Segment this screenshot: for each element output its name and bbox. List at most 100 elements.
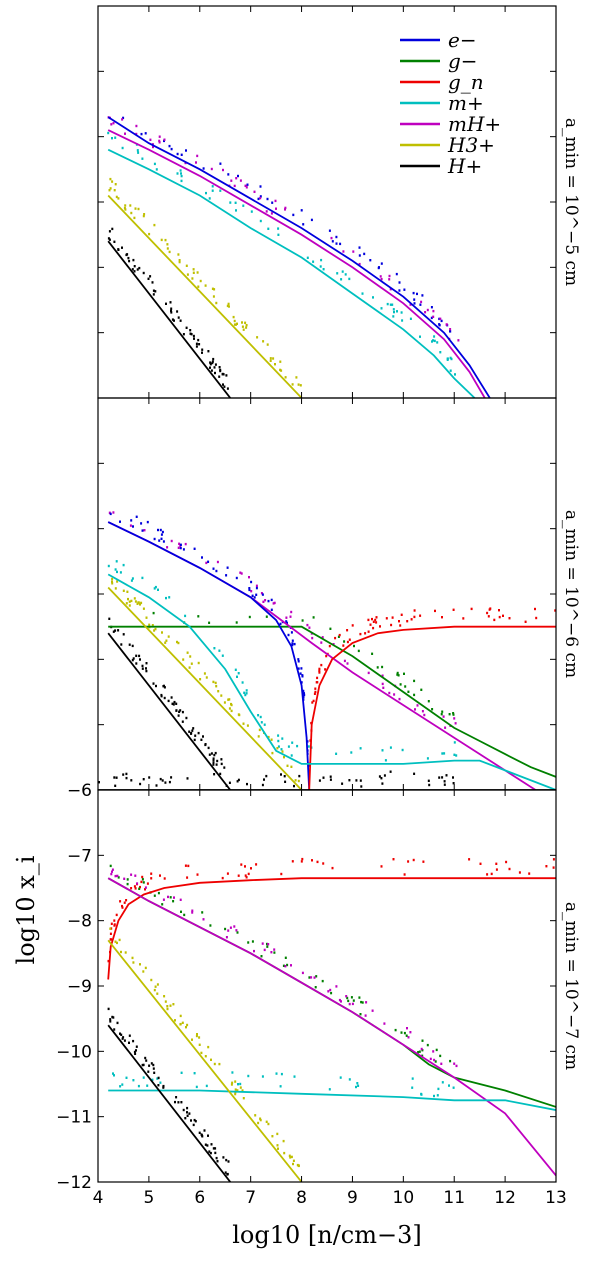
series-line-gn xyxy=(308,625,556,790)
scatter-point-h3 xyxy=(286,764,289,767)
scatter-point-hp xyxy=(215,763,218,766)
scatter-point-h3 xyxy=(204,284,207,287)
scatter-point-gm xyxy=(152,611,155,615)
scatter-point-hp xyxy=(131,658,134,662)
scatter-point-gn xyxy=(119,900,122,903)
scatter-point-mp xyxy=(455,754,458,757)
scatter-point-hp xyxy=(147,277,150,280)
scatter-point-gn xyxy=(367,618,370,622)
scatter-point-hp xyxy=(186,1111,188,1114)
scatter-point-h3 xyxy=(148,232,151,236)
scatter-point-hp xyxy=(213,773,216,776)
scatter-point-mp xyxy=(115,560,118,563)
series-line-h3 xyxy=(107,194,303,398)
scatter-point-gm xyxy=(420,688,423,691)
scatter-point-gm xyxy=(197,615,200,618)
scatter-point-e xyxy=(207,560,210,563)
scatter-point-gn xyxy=(495,868,498,871)
scatter-point-mh xyxy=(112,122,115,125)
scatter-point-h3 xyxy=(283,1151,286,1155)
scatter-point-mh xyxy=(274,199,277,203)
scatter-point-gm xyxy=(394,1028,397,1032)
scatter-point-h3 xyxy=(108,189,111,192)
scatter-point-mh xyxy=(196,154,199,158)
scatter-point-mp xyxy=(107,564,110,568)
scatter-point-hp xyxy=(168,780,171,784)
scatter-point-e xyxy=(170,147,173,151)
scatter-point-mp xyxy=(151,1078,154,1081)
scatter-point-gm xyxy=(413,679,416,683)
scatter-point-mp xyxy=(130,579,133,582)
scatter-point-hp xyxy=(191,729,194,732)
scatter-point-hp xyxy=(180,1101,183,1104)
scatter-point-e xyxy=(380,262,383,265)
series-lines-panel-1 xyxy=(107,116,491,398)
scatter-point-gn xyxy=(400,613,403,616)
scatter-point-h3 xyxy=(186,651,189,654)
scatter-point-hp xyxy=(145,669,148,673)
scatter-point-mp xyxy=(355,1085,357,1089)
scatter-point-gn xyxy=(141,875,144,879)
scatter-point-h3 xyxy=(154,627,157,631)
scatter-point-e xyxy=(153,537,156,541)
scatter-point-mh xyxy=(275,207,277,210)
scatter-point-e xyxy=(212,567,215,570)
scatter-point-h3 xyxy=(140,601,143,605)
scatter-point-e xyxy=(413,298,416,301)
scatter-point-gm xyxy=(314,986,317,989)
scatter-point-gm xyxy=(418,1050,421,1053)
scatter-point-mh xyxy=(416,704,419,707)
series-line-mp xyxy=(107,148,476,398)
scatter-point-hp xyxy=(189,332,192,335)
scatter-point-mh xyxy=(250,590,253,593)
scatter-point-mh xyxy=(210,167,213,171)
scatter-point-mh xyxy=(179,898,182,901)
scatter-point-hp xyxy=(114,629,117,632)
scatter-point-h3 xyxy=(151,624,154,627)
scatter-point-e xyxy=(130,519,133,522)
scatter-point-mp xyxy=(396,310,398,313)
scatter-point-e xyxy=(286,621,288,625)
scatter-point-gm xyxy=(434,1060,437,1063)
scatter-point-hp xyxy=(152,682,155,685)
scatter-point-gn xyxy=(346,629,349,632)
scatter-point-mh xyxy=(423,713,426,717)
scatter-point-mp xyxy=(231,1071,234,1074)
scatter-point-h3 xyxy=(257,1121,260,1125)
scatter-point-hp xyxy=(171,318,174,321)
scatter-point-e xyxy=(226,566,229,569)
scatter-point-gn xyxy=(524,620,527,623)
scatter-point-mh xyxy=(457,339,460,342)
scatter-point-h3 xyxy=(133,216,136,220)
scatter-point-hp xyxy=(177,1101,180,1104)
scatter-point-mh xyxy=(112,511,115,514)
scatter-point-mh xyxy=(136,882,139,885)
scatter-point-mp xyxy=(180,1071,183,1074)
scatter-point-gn xyxy=(419,614,422,617)
scatter-point-mp xyxy=(153,587,156,590)
scatter-point-h3 xyxy=(254,1114,257,1117)
scatter-point-hp xyxy=(139,658,141,661)
panel-frame xyxy=(97,397,557,791)
scatter-point-gn xyxy=(159,874,161,877)
scatter-point-gn xyxy=(322,862,325,865)
scatter-point-gn xyxy=(406,620,409,623)
scatter-point-hp xyxy=(427,779,430,782)
scatter-point-mh xyxy=(265,210,268,213)
scatter-point-hp xyxy=(175,702,178,705)
scatter-point-hp xyxy=(378,775,381,778)
scatter-point-h3 xyxy=(212,295,215,298)
scatter-point-gm xyxy=(435,1048,438,1052)
scatter-point-hp xyxy=(182,1108,185,1112)
scatter-point-gm xyxy=(224,927,227,931)
scatter-point-mp xyxy=(401,748,404,752)
scatter-point-hp xyxy=(149,275,152,278)
scatter-point-gm xyxy=(142,881,145,884)
scatter-point-hp xyxy=(348,779,351,782)
legend-label-hp: H+ xyxy=(447,154,482,178)
scatter-point-mp xyxy=(247,1074,250,1078)
scatter-point-hp xyxy=(145,667,147,670)
scatter-point-e xyxy=(215,569,218,573)
scatter-point-mh xyxy=(406,1027,408,1030)
scatter-point-mp xyxy=(237,672,240,675)
